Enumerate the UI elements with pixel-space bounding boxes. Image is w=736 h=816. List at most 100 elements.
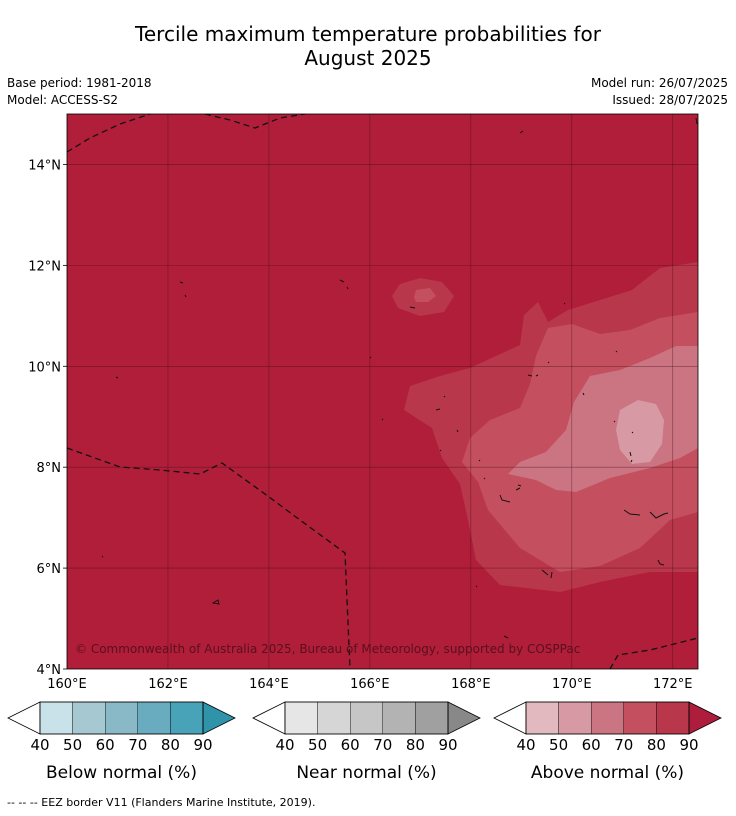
legend-tick-label: 70: [373, 736, 392, 754]
legend-colorbar: 40 50 60 70 80 90 Below normal (%): [7, 701, 236, 783]
legend-tick-label: 50: [308, 736, 327, 754]
island: [563, 302, 618, 353]
island: [211, 599, 220, 605]
base-period: Base period: 1981-2018: [7, 76, 152, 90]
title-line-1: Tercile maximum temperature probabilitie…: [135, 22, 601, 46]
legend-tick-label: 90: [679, 736, 698, 754]
island: [339, 279, 349, 290]
contour-70-80-blob: [414, 288, 436, 302]
legend-label: Below normal (%): [46, 763, 197, 783]
island: [695, 117, 698, 125]
legend-arrow-right: [447, 701, 481, 735]
legend-swatch: [623, 701, 657, 735]
legend-swatch: [525, 701, 559, 735]
legend-tick-label: 80: [161, 736, 180, 754]
island: [409, 306, 416, 309]
axis-ticks: 160°E 162°E 164°E 166°E 168°E 170°E 172°E 14°N 1…: [28, 158, 692, 692]
y-tick-label: 14°N: [28, 158, 61, 173]
legend-label: Near normal (%): [296, 763, 436, 783]
eez-footnote: -- -- -- EEZ border V11 (Flanders Marine…: [7, 796, 316, 809]
meta-right: Model run: 26/07/2025 Issued: 28/07/2025: [591, 75, 728, 109]
legend-tick-label: 90: [193, 736, 212, 754]
model-run: Model run: 26/07/2025: [590, 76, 728, 90]
legend-tick-label: 40: [275, 736, 294, 754]
copyright-notice: © Commonwealth of Australia 2025, Bureau…: [75, 642, 580, 656]
island: [541, 569, 553, 579]
island: [475, 585, 509, 639]
island: [478, 459, 486, 480]
legend-tick-label: 60: [96, 736, 115, 754]
legend-colorbar: 40 50 60 70 80 90 Above normal (%): [493, 701, 722, 783]
island: [629, 451, 633, 463]
legend-arrow-left: [252, 701, 286, 735]
map-frame: [66, 113, 699, 670]
contour-50-60: [616, 400, 664, 464]
legend-colorbars: 40 50 60 70 80 90 Below normal (%) 40 50 60 70 80 90…: [7, 701, 722, 783]
title-line-2: August 2025: [304, 46, 432, 70]
map-gridlines: [67, 114, 698, 669]
legend-tick-label: 50: [549, 736, 568, 754]
legend-tick-label: 40: [30, 736, 49, 754]
legend-tick-label: 70: [614, 736, 633, 754]
island: [439, 429, 459, 452]
legend-tick-label: 80: [406, 736, 425, 754]
legend-tick-label: 60: [341, 736, 360, 754]
legend-swatch: [39, 701, 73, 735]
legend-tick-label: 90: [438, 736, 457, 754]
legend-tick-label: 40: [516, 736, 535, 754]
legend-swatch: [591, 701, 625, 735]
island: [115, 356, 372, 379]
island: [582, 392, 634, 434]
legend-swatch: [72, 701, 106, 735]
legend-swatch: [170, 701, 204, 735]
meta-left: Base period: 1981-2018 Model: ACCESS-S2: [7, 75, 152, 109]
x-tick-label: 162°E: [148, 677, 188, 692]
y-tick-label: 4°N: [37, 663, 62, 678]
legend-label: Above normal (%): [531, 763, 684, 783]
x-tick-label: 164°E: [249, 677, 289, 692]
legend-arrow-right: [688, 701, 722, 735]
legend-frame: [525, 701, 690, 735]
eez-borders: [67, 114, 698, 669]
legend-arrow-right: [202, 701, 236, 735]
island: [381, 395, 446, 421]
legend-swatch: [382, 701, 416, 735]
island: [657, 559, 665, 566]
island: [623, 509, 669, 519]
legend-swatch: [104, 701, 138, 735]
x-tick-label: 160°E: [47, 677, 87, 692]
islands: [101, 117, 698, 639]
island: [499, 484, 522, 503]
legend-swatch: [284, 701, 318, 735]
y-tick-label: 10°N: [28, 360, 61, 375]
legend-tick-label: 50: [63, 736, 82, 754]
eez-border-west: [67, 447, 351, 669]
legend-swatch: [137, 701, 171, 735]
model-name: Model: ACCESS-S2: [7, 93, 119, 107]
legend-swatch: [350, 701, 384, 735]
y-tick-label: 8°N: [37, 461, 62, 476]
probability-contours: [392, 262, 698, 592]
x-tick-label: 172°E: [653, 677, 693, 692]
x-tick-label: 166°E: [350, 677, 390, 692]
island: [519, 130, 524, 134]
legend-arrow-left: [493, 701, 527, 735]
eez-border-north: [67, 114, 151, 153]
eez-border-southeast: [609, 637, 698, 669]
legend-swatch: [317, 701, 351, 735]
map-title: Tercile maximum temperature probabilitie…: [0, 22, 736, 70]
legend-frame: [39, 701, 204, 735]
issued-date: Issued: 28/07/2025: [612, 93, 728, 107]
legend-arrow-left: [7, 701, 41, 735]
legend-tick-label: 80: [647, 736, 666, 754]
island: [179, 281, 187, 298]
x-tick-label: 170°E: [552, 677, 592, 692]
y-tick-label: 12°N: [28, 259, 61, 274]
legend-swatch: [415, 701, 449, 735]
legend-tick-label: 70: [128, 736, 147, 754]
legend-swatch: [656, 701, 690, 735]
island: [527, 361, 550, 377]
legend-swatch: [558, 701, 592, 735]
